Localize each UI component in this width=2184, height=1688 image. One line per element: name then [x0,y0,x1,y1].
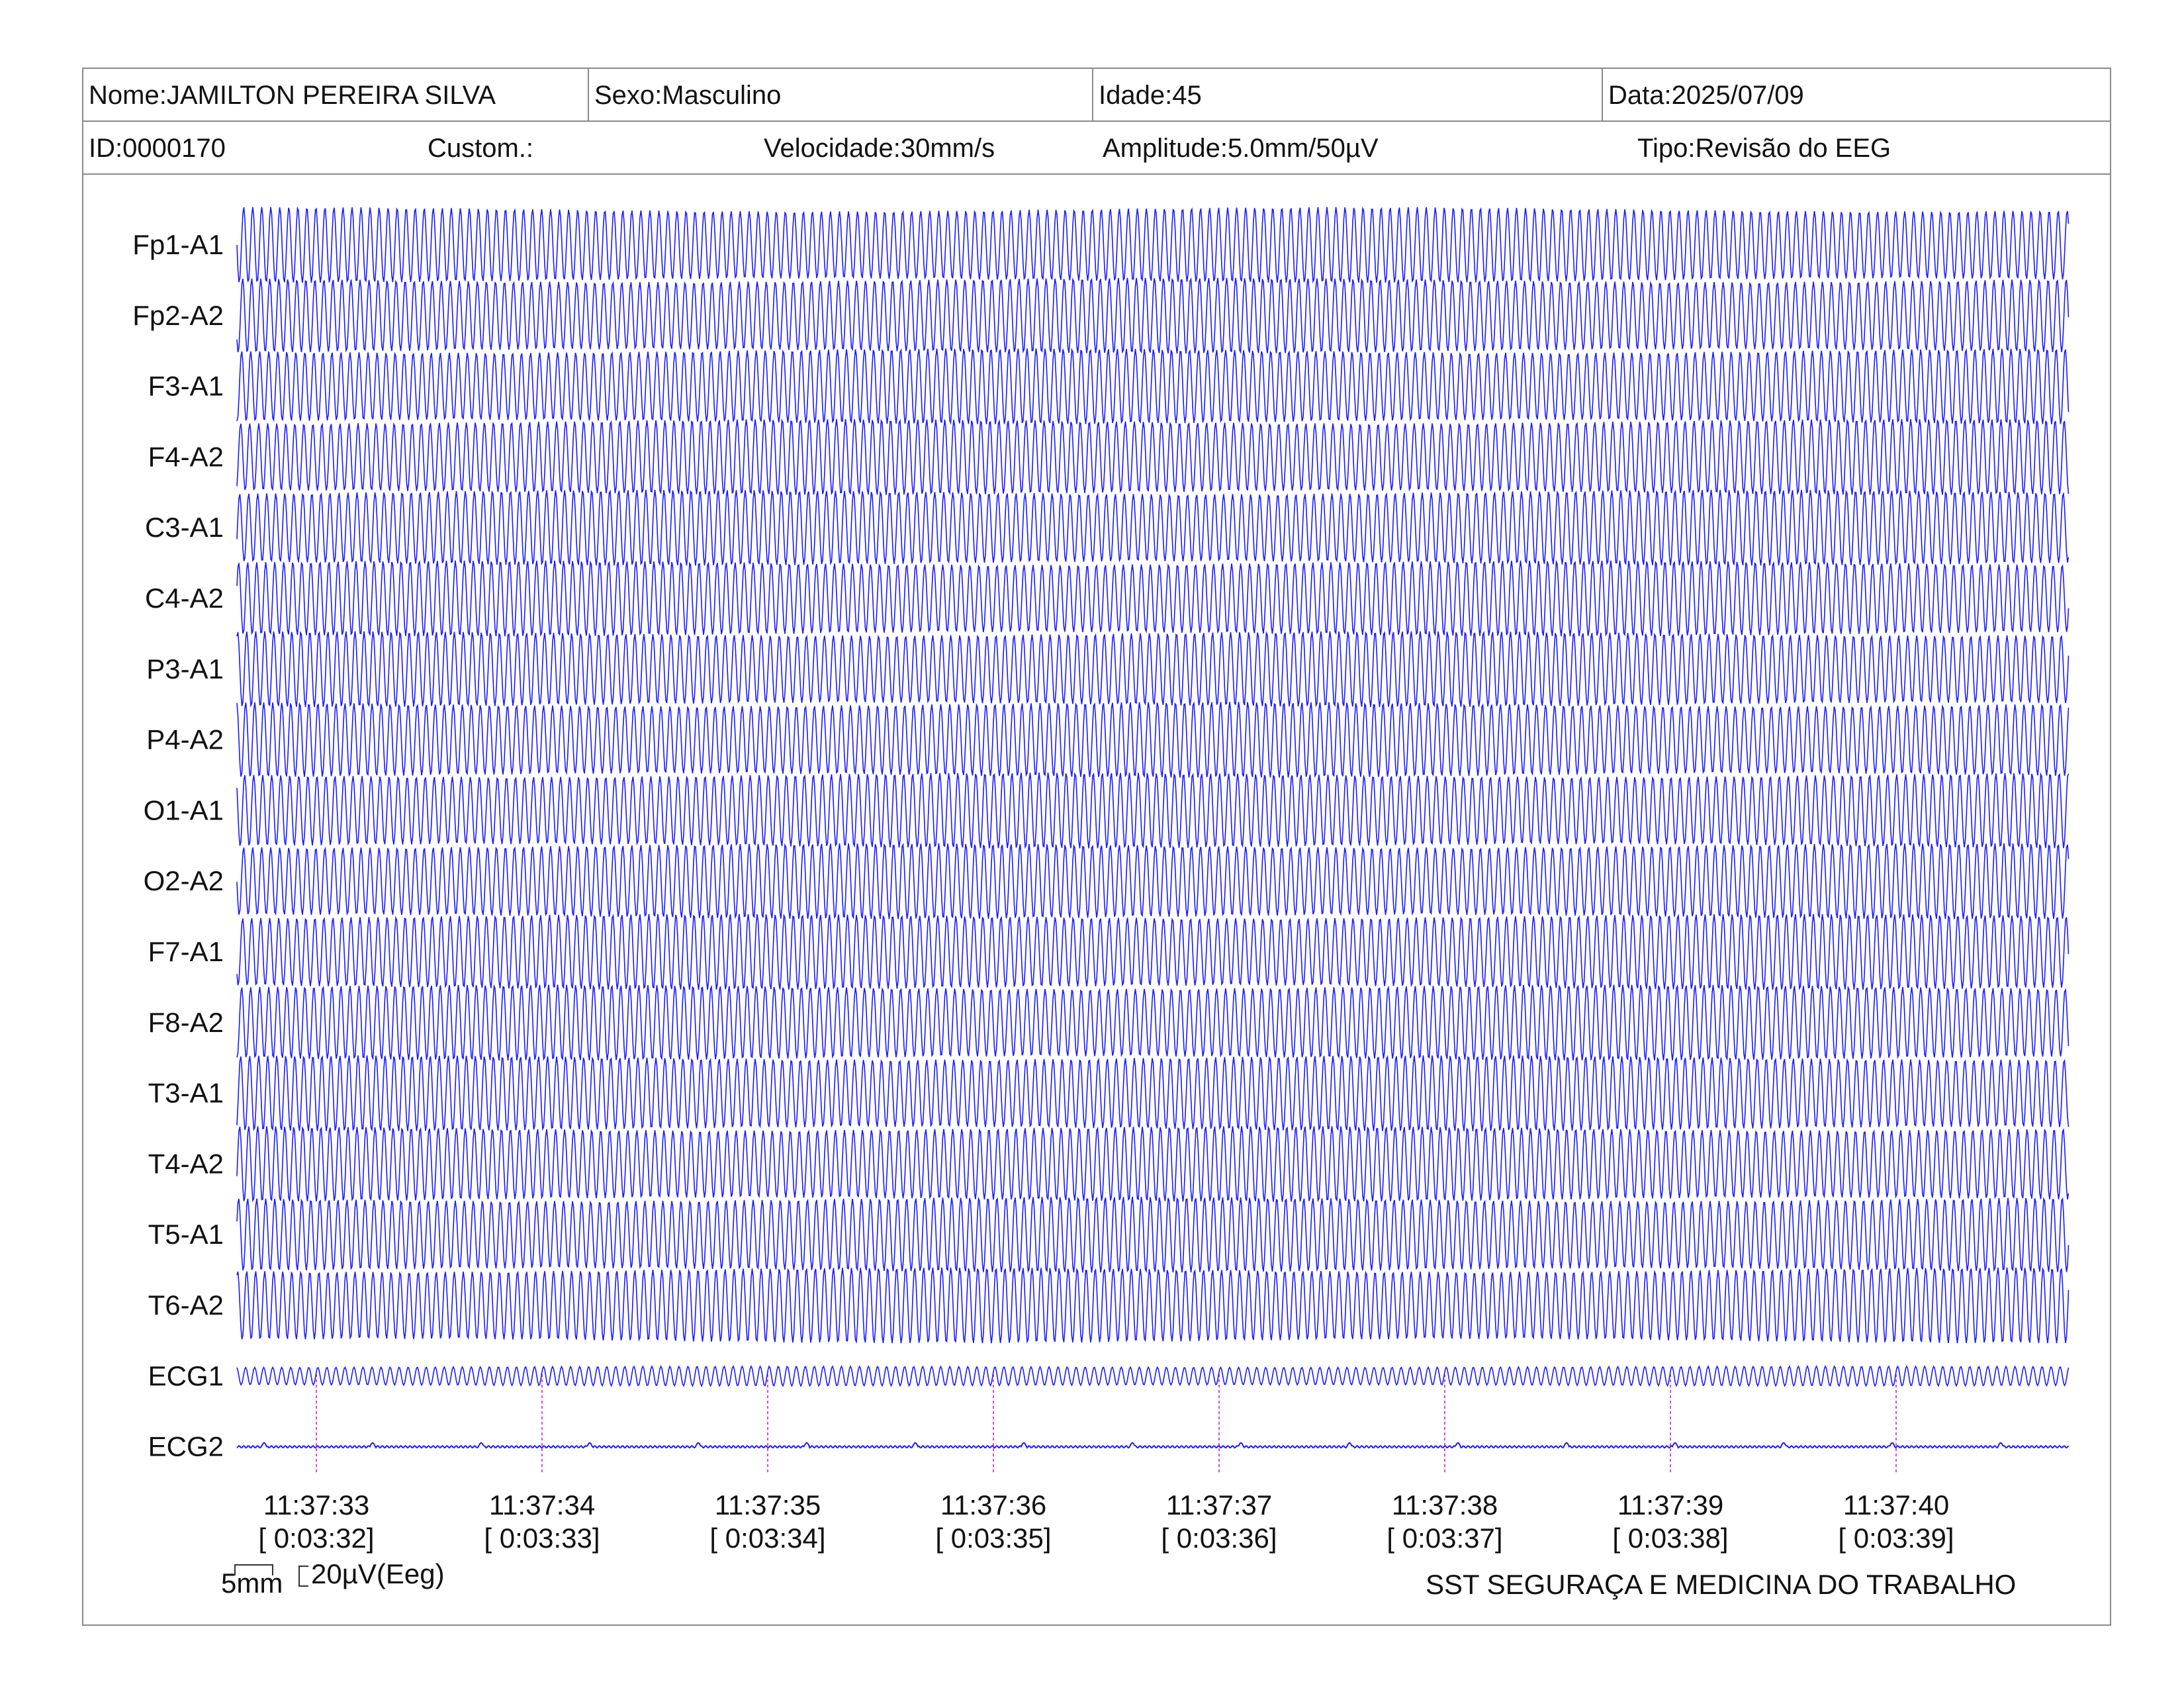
time-tick-label: 11:37:40 [1843,1489,1949,1521]
channel-label: F8-A2 [148,1007,224,1038]
channel-trace [236,1196,2070,1274]
time-tick-label: 11:37:37 [1166,1489,1272,1521]
channel-trace [236,1055,2070,1132]
patient-sex: Sexo:Masculino [588,69,1092,120]
header-row-1: Nome:JAMILTON PEREIRA SILVA Sexo:Masculi… [83,69,2110,122]
channel-label: T3-A1 [148,1078,224,1109]
elapsed-tick-label: [ 0:03:34] [709,1523,825,1554]
channel-label: ECG2 [148,1431,224,1462]
channel-trace [236,277,2070,355]
channel-trace [236,701,2070,778]
channel-trace [236,348,2070,425]
company-name: SST SEGURAÇA E MEDICINA DO TRABALHO [1426,1569,2017,1600]
patient-age: Idade:45 [1092,69,1602,120]
channel-trace [236,1266,2070,1344]
channel-trace [236,1365,2070,1387]
channel-label: P4-A2 [146,724,224,755]
scale-time-label: 5mm [221,1568,283,1599]
channel-trace [236,772,2070,849]
custom-field: Custom.: [428,134,534,163]
speed-field: Velocidade:30mm/s [764,134,995,163]
elapsed-tick-label: [ 0:03:33] [484,1523,600,1554]
type-field: Tipo:Revisão do EEG [1637,134,1891,163]
channel-trace [236,1125,2070,1203]
elapsed-tick-label: [ 0:03:38] [1612,1523,1728,1554]
channel-trace [236,913,2070,991]
channel-trace [236,1442,2070,1449]
time-tick-label: 11:37:38 [1392,1489,1498,1521]
channel-label: O2-A2 [144,865,224,896]
time-tick-label: 11:37:39 [1617,1489,1723,1521]
time-scale-bracket [234,1564,273,1575]
channel-label: ECG1 [148,1360,224,1391]
channel-label: Fp1-A1 [132,229,224,260]
channel-trace [236,489,2070,567]
channel-trace [236,984,2070,1061]
elapsed-tick-label: [ 0:03:39] [1838,1523,1954,1554]
patient-name: Nome:JAMILTON PEREIRA SILVA [89,81,496,110]
header-row-2: ID:0000170 Custom.: Velocidade:30mm/s Am… [83,122,2110,175]
report-frame: Nome:JAMILTON PEREIRA SILVA Sexo:Masculi… [82,68,2111,1626]
amplitude-scale-bracket [298,1566,308,1587]
amplitude-field: Amplitude:5.0mm/50µV [1103,134,1379,163]
channel-trace [236,559,2070,637]
elapsed-tick-label: [ 0:03:35] [935,1523,1051,1554]
channel-label: O1-A1 [144,794,224,825]
channel-label: C3-A1 [145,512,224,543]
channel-label: T4-A2 [148,1148,224,1179]
scale-amplitude-label: 20µV(Eeg) [311,1558,445,1589]
time-tick-label: 11:37:35 [715,1489,821,1521]
channel-label: Fp2-A2 [132,300,224,331]
channel-label: F4-A2 [148,441,224,472]
channel-trace [236,206,2070,284]
channel-label: C4-A2 [145,583,224,614]
channel-trace [236,630,2070,708]
channel-label: P3-A1 [146,653,224,684]
exam-date: Data:2025/07/09 [1602,69,2111,120]
channel-label: F7-A1 [148,936,224,967]
channel-label: F3-A1 [148,371,224,402]
elapsed-tick-label: [ 0:03:36] [1161,1523,1277,1554]
elapsed-tick-label: [ 0:03:37] [1387,1523,1502,1554]
time-tick-label: 11:37:34 [489,1489,595,1521]
time-tick-label: 11:37:33 [263,1489,369,1521]
channel-label: T6-A2 [148,1289,224,1321]
channel-label: T5-A1 [148,1219,224,1250]
time-tick-label: 11:37:36 [940,1489,1046,1521]
elapsed-tick-label: [ 0:03:32] [258,1523,374,1554]
channel-trace [236,843,2070,920]
channel-trace [236,418,2070,496]
patient-id: ID:0000170 [89,134,226,163]
